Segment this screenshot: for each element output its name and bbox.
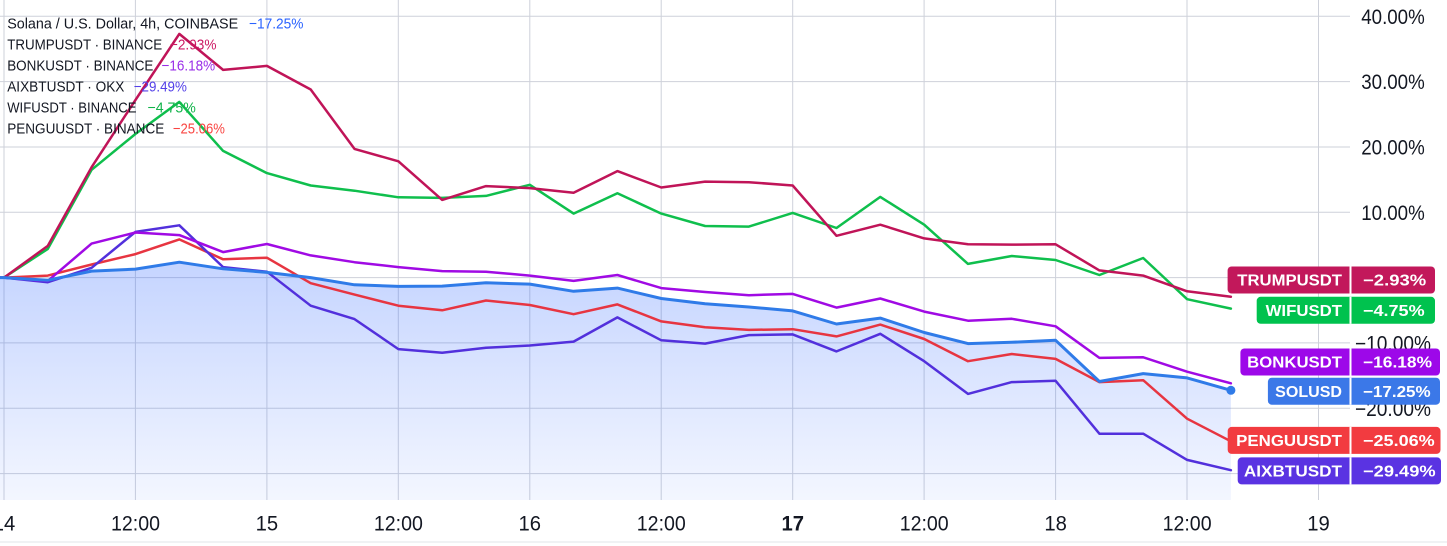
svg-text:−29.49%: −29.49% — [134, 79, 187, 96]
svg-text:−2.93%: −2.93% — [1363, 273, 1426, 290]
svg-text:12:00: 12:00 — [374, 513, 423, 536]
svg-text:BONKUSDT: BONKUSDT — [1247, 355, 1342, 372]
svg-text:30.00%: 30.00% — [1361, 71, 1425, 94]
svg-text:SOLUSD: SOLUSD — [1275, 384, 1342, 401]
svg-text:−2.93%: −2.93% — [170, 37, 217, 54]
svg-text:BONKUSDT · BINANCE: BONKUSDT · BINANCE — [7, 58, 153, 75]
svg-text:−16.18%: −16.18% — [1363, 355, 1432, 372]
svg-text:−4.75%: −4.75% — [148, 100, 196, 117]
svg-text:−17.25%: −17.25% — [249, 16, 304, 33]
svg-text:AIXBTUSDT · OKX: AIXBTUSDT · OKX — [7, 79, 124, 96]
svg-text:19: 19 — [1307, 513, 1330, 536]
svg-text:TRUMPUSDT: TRUMPUSDT — [1237, 273, 1342, 290]
svg-text:PENGUUSDT: PENGUUSDT — [1236, 433, 1342, 450]
svg-text:−16.18%: −16.18% — [162, 58, 216, 75]
svg-text:−4.75%: −4.75% — [1363, 303, 1425, 320]
svg-text:−17.25%: −17.25% — [1363, 384, 1431, 401]
svg-text:12:00: 12:00 — [900, 513, 949, 536]
svg-text:WIFUSDT: WIFUSDT — [1266, 303, 1343, 320]
svg-text:14: 14 — [0, 513, 16, 536]
svg-text:12:00: 12:00 — [637, 513, 686, 536]
svg-text:−25.06%: −25.06% — [173, 121, 225, 138]
svg-text:WIFUSDT · BINANCE: WIFUSDT · BINANCE — [7, 100, 136, 117]
svg-text:TRUMPUSDT · BINANCE: TRUMPUSDT · BINANCE — [7, 37, 162, 54]
svg-text:16: 16 — [519, 513, 542, 536]
svg-text:40.00%: 40.00% — [1361, 6, 1425, 29]
svg-text:20.00%: 20.00% — [1361, 137, 1425, 160]
svg-text:12:00: 12:00 — [111, 513, 160, 536]
svg-text:12:00: 12:00 — [1163, 513, 1212, 536]
svg-text:−25.06%: −25.06% — [1363, 433, 1435, 450]
svg-text:15: 15 — [256, 513, 279, 536]
svg-text:18: 18 — [1044, 513, 1067, 536]
svg-text:10.00%: 10.00% — [1361, 202, 1425, 225]
svg-text:−29.49%: −29.49% — [1363, 464, 1436, 481]
svg-text:17: 17 — [781, 513, 804, 536]
svg-text:Solana / U.S. Dollar, 4h, COIN: Solana / U.S. Dollar, 4h, COINBASE — [7, 16, 238, 33]
svg-text:AIXBTUSDT: AIXBTUSDT — [1244, 464, 1343, 481]
svg-text:PENGUUSDT · BINANCE: PENGUUSDT · BINANCE — [7, 121, 164, 138]
